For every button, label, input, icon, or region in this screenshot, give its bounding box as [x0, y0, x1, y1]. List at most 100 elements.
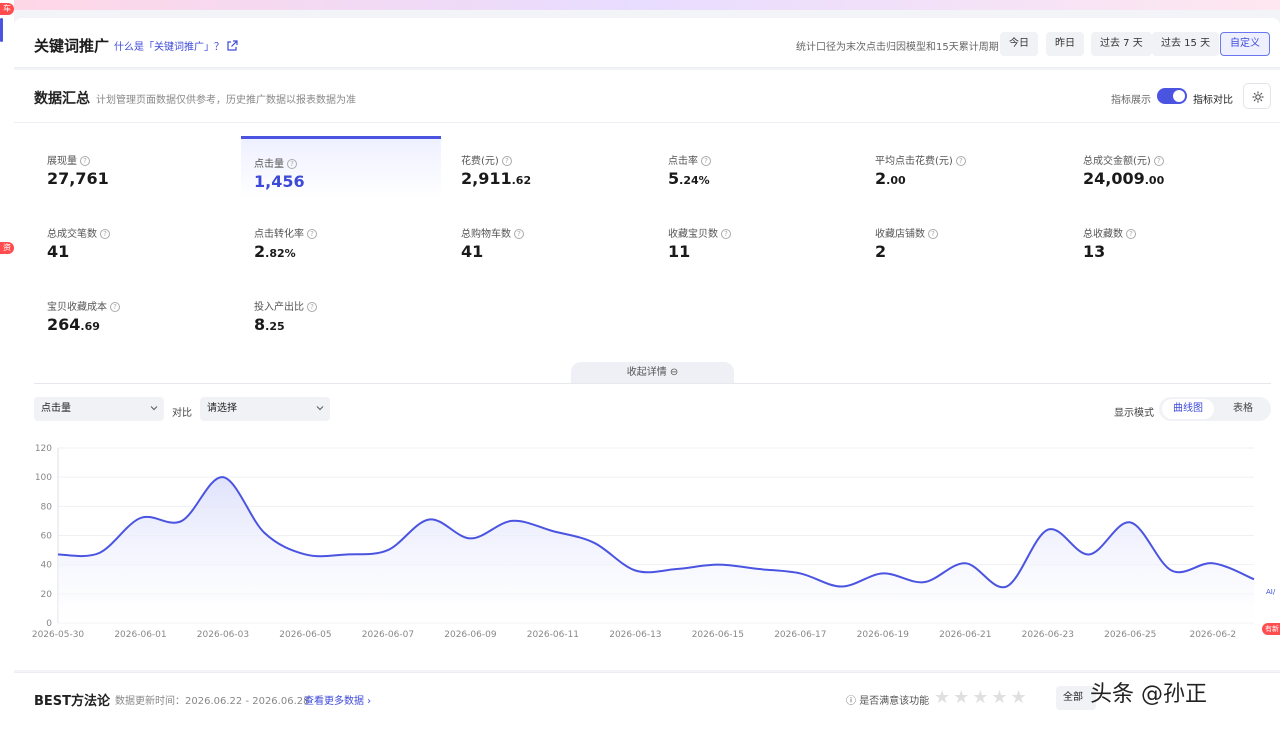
metric-value: 24,009.00	[1083, 169, 1165, 188]
ai-float-button[interactable]: AI/	[1262, 566, 1280, 602]
metric-label: 总购物车数?	[461, 225, 524, 240]
metric-select-value: 点击量	[41, 403, 71, 414]
metric-value: 264.69	[47, 315, 100, 334]
question-icon[interactable]: ?	[721, 229, 731, 239]
metric-tile[interactable]: 平均点击花费(元)? 2.00	[862, 136, 1062, 198]
question-icon[interactable]: ?	[110, 302, 120, 312]
watermark: 头条 @孙正	[1090, 682, 1207, 707]
summary-subtitle: 计划管理页面数据仅供参考，历史推广数据以报表数据为准	[96, 95, 356, 106]
metric-label: 点击量?	[254, 155, 297, 170]
metric-value: 2.82%	[254, 242, 296, 261]
y-tick-label: 20	[41, 590, 53, 600]
metric-tile[interactable]: 收藏店铺数? 2	[862, 209, 1062, 271]
section-divider	[34, 383, 1271, 384]
x-tick-label: 2026-05-30	[32, 630, 85, 640]
page-title: 关键词推广	[34, 37, 110, 55]
metric-tile[interactable]: 展现量? 27,761	[34, 136, 234, 198]
metric-label: 总收藏数?	[1083, 225, 1136, 240]
date-btn-yesterday[interactable]: 昨日	[1046, 32, 1084, 56]
trend-chart-svg: 0 20 40 60 80 100 120 2026-05-30 2026-06-01 2026-…	[32, 444, 1255, 640]
best-section: BEST方法论 数据更新时间：2026.06.22 - 2026.06.28 查…	[14, 672, 1280, 734]
question-icon[interactable]: ?	[307, 229, 317, 239]
date-btn-15days[interactable]: 过去 15 天	[1152, 32, 1220, 56]
help-link[interactable]: 什么是「关键词推广」？	[114, 42, 224, 53]
collapse-details-button[interactable]: 收起详情 ⊖	[571, 362, 734, 384]
question-icon[interactable]: ?	[514, 229, 524, 239]
gear-icon	[1252, 91, 1264, 103]
chevron-down-icon	[316, 404, 324, 412]
feedback-icon: ⓘ	[846, 696, 856, 707]
compare-select-value: 请选择	[207, 403, 237, 414]
date-btn-today[interactable]: 今日	[1000, 32, 1038, 56]
all-button[interactable]: 全部	[1056, 686, 1096, 710]
metric-label: 收藏店铺数?	[875, 225, 938, 240]
ai-float-label: AI/	[1266, 588, 1276, 596]
metric-value: 5.24%	[668, 169, 710, 188]
metric-tile[interactable]: 点击转化率? 2.82%	[241, 209, 441, 271]
summary-title: 数据汇总	[34, 91, 90, 107]
satisfaction-label: ⓘ 是否满意该功能	[846, 692, 929, 707]
metric-label: 花费(元)?	[461, 152, 512, 167]
date-btn-custom[interactable]: 自定义	[1220, 32, 1270, 56]
external-link-icon[interactable]	[226, 37, 238, 51]
view-more-link[interactable]: 查看更多数据 ›	[304, 696, 372, 707]
best-title: BEST方法论	[34, 694, 111, 709]
y-tick-label: 0	[46, 619, 52, 629]
y-tick-label: 80	[41, 502, 53, 512]
metric-label: 点击转化率?	[254, 225, 317, 240]
left-rail-tag[interactable]: 资	[0, 242, 14, 254]
mode-curve-tab[interactable]: 曲线图	[1162, 399, 1214, 419]
metric-tile[interactable]: 点击量? 1,456	[241, 136, 441, 198]
x-tick-label: 2026-06-05	[279, 630, 331, 640]
x-tick-label: 2026-06-11	[527, 630, 579, 640]
metric-tile[interactable]: 总成交笔数? 41	[34, 209, 234, 271]
date-btn-7days[interactable]: 过去 7 天	[1091, 32, 1152, 56]
metric-tile[interactable]: 总购物车数? 41	[448, 209, 648, 271]
metric-value: 1,456	[254, 172, 305, 191]
x-tick-label: 2026-06-09	[444, 630, 497, 640]
question-icon[interactable]: ?	[287, 159, 297, 169]
metric-value: 41	[47, 242, 70, 261]
question-icon[interactable]: ?	[701, 156, 711, 166]
metric-tile[interactable]: 总成交金额(元)? 24,009.00	[1070, 136, 1270, 198]
metric-tile[interactable]: 宝贝收藏成本? 264.69	[34, 282, 234, 344]
metric-tile[interactable]: 收藏宝贝数? 11	[655, 209, 855, 271]
x-tick-label: 2026-06-01	[114, 630, 166, 640]
compare-select[interactable]: 请选择	[200, 397, 330, 421]
mode-table-tab[interactable]: 表格	[1233, 403, 1253, 414]
x-tick-label: 2026-06-21	[939, 630, 991, 640]
metric-tile[interactable]: 点击率? 5.24%	[655, 136, 855, 198]
new-badge[interactable]: 有新	[1262, 623, 1280, 635]
question-icon[interactable]: ?	[1153, 156, 1164, 166]
metric-label: 点击率?	[668, 152, 711, 167]
metric-tile[interactable]: 总收藏数? 13	[1070, 209, 1270, 271]
metric-label: 投入产出比?	[254, 298, 317, 313]
metric-value: 2.00	[875, 169, 906, 188]
question-icon[interactable]: ?	[928, 229, 938, 239]
x-tick-label: 2026-06-2	[1189, 630, 1236, 640]
question-icon[interactable]: ?	[955, 156, 966, 166]
question-icon[interactable]: ?	[307, 302, 317, 312]
metric-display-toggle[interactable]	[1157, 88, 1187, 104]
metric-value: 2	[875, 242, 887, 261]
left-rail-tag[interactable]: 车	[0, 3, 14, 15]
x-tick-label: 2026-06-19	[857, 630, 910, 640]
question-icon[interactable]: ?	[501, 156, 512, 166]
stat-note: 统计口径为末次点击归因模型和15天累计周期	[796, 42, 999, 53]
metric-value: 2,911.62	[461, 169, 532, 188]
metric-compare-label[interactable]: 指标对比	[1193, 95, 1233, 106]
x-tick-label: 2026-06-25	[1104, 630, 1156, 640]
rating-stars[interactable]: ★★★★★	[934, 687, 1030, 708]
question-icon[interactable]: ?	[1126, 229, 1136, 239]
best-update-time: 数据更新时间：2026.06.22 - 2026.06.28	[115, 696, 310, 707]
top-banner	[0, 0, 1280, 10]
x-tick-label: 2026-06-13	[609, 630, 661, 640]
chevron-down-icon	[150, 404, 158, 412]
metric-value: 41	[461, 242, 484, 261]
metric-select[interactable]: 点击量	[34, 397, 164, 421]
metric-tile[interactable]: 花费(元)? 2,911.62	[448, 136, 648, 198]
settings-button[interactable]	[1243, 83, 1271, 109]
question-icon[interactable]: ?	[100, 229, 110, 239]
metric-tile[interactable]: 投入产出比? 8.25	[241, 282, 441, 344]
question-icon[interactable]: ?	[80, 156, 90, 166]
